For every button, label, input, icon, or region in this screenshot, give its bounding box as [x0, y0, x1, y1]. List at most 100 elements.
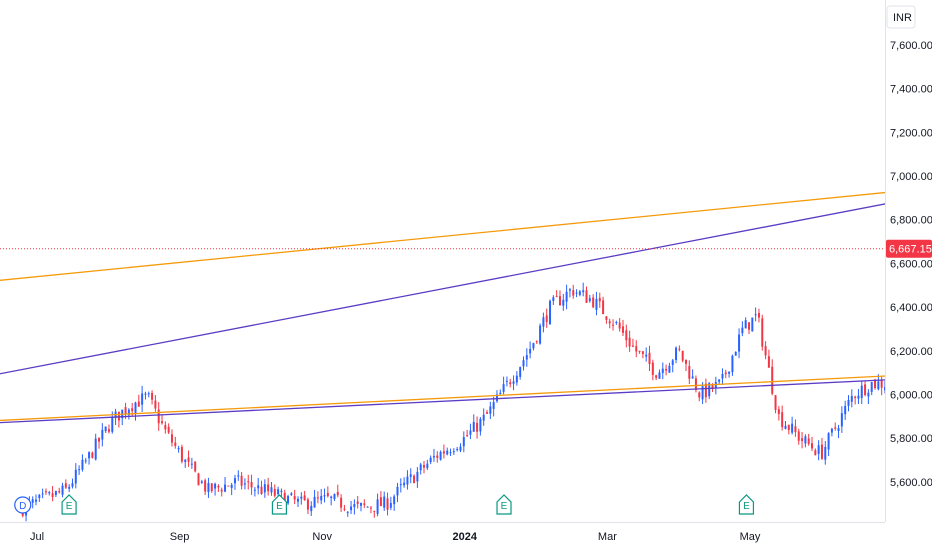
earnings-marker-icon[interactable]: E	[61, 494, 77, 515]
candle-body	[509, 382, 512, 385]
price-tick-label: 7,000.00	[890, 171, 932, 183]
event-marker-shape	[738, 494, 755, 515]
candle-body	[811, 443, 814, 449]
orange-lower-trendline[interactable]	[0, 336, 932, 422]
candle-body	[834, 427, 837, 429]
candle-body	[532, 343, 535, 349]
candle-body	[51, 493, 54, 498]
earnings-marker-icon[interactable]: E	[496, 494, 512, 515]
candle-body	[724, 372, 727, 375]
price-axis[interactable]: INR 5,600.00 5,800.00 6,000.00 6,200.00 6,40…	[885, 0, 932, 522]
candle-body	[641, 351, 644, 354]
earnings-marker-icon[interactable]: E	[738, 494, 755, 515]
candle-body	[283, 492, 286, 506]
candle-body	[854, 396, 857, 398]
candle-body	[648, 352, 651, 364]
candle-body	[562, 299, 565, 306]
time-tick-label: 2024	[453, 531, 478, 543]
candle-body	[423, 465, 426, 468]
candle-body	[340, 497, 343, 508]
purple-lower-trendline[interactable]	[0, 341, 932, 424]
candle-body	[651, 362, 654, 375]
currency-badge[interactable]	[886, 5, 916, 29]
candle-body	[857, 395, 860, 399]
candle-body	[552, 297, 555, 301]
candle-body	[376, 499, 379, 514]
candle-body	[456, 449, 459, 451]
candle-body	[801, 438, 804, 442]
candle-body	[515, 375, 518, 383]
candle-body	[837, 428, 840, 431]
candle-body	[296, 498, 299, 502]
candle-body	[635, 346, 638, 352]
candle-body	[71, 483, 74, 487]
candle-body	[628, 337, 631, 347]
event-marker-shape	[917, 497, 932, 513]
candle-body	[432, 456, 435, 458]
candle-body	[210, 483, 213, 492]
candle-body	[489, 406, 492, 414]
candle-body	[655, 375, 658, 378]
event-marker-shape	[61, 494, 77, 515]
candle-body	[744, 320, 747, 329]
candle-body	[240, 475, 243, 486]
candle-body	[615, 322, 618, 324]
candle-body	[914, 274, 916, 275]
candle-body	[190, 463, 193, 465]
event-marker-letter: E	[276, 501, 283, 512]
candle-body	[734, 351, 737, 356]
candle-body	[184, 459, 187, 462]
candle-body	[675, 347, 678, 360]
candle-body	[781, 412, 784, 428]
candle-body	[661, 368, 664, 373]
candle-body	[568, 289, 571, 291]
candle-body	[502, 384, 505, 392]
event-marker-shape	[14, 496, 32, 514]
candle-body	[874, 379, 877, 388]
dividend-marker-icon[interactable]: D	[14, 496, 32, 514]
candle-body	[253, 489, 256, 491]
orange-upper-trendline[interactable]	[0, 113, 932, 281]
candle-body	[688, 365, 691, 379]
candle-body	[867, 392, 870, 397]
candle-body	[830, 428, 833, 433]
candle-body	[157, 409, 160, 424]
candle-body	[403, 482, 406, 486]
candle-body	[545, 315, 548, 322]
event-marker-letter: D	[19, 501, 26, 512]
time-axis[interactable]: Jul Sep Nov 2024 Mar May	[0, 522, 885, 544]
last-price-tag[interactable]: 6,667.15	[886, 239, 932, 258]
candle-body	[64, 483, 67, 488]
candle-body	[204, 480, 207, 492]
candle-body	[757, 312, 760, 318]
candle-body	[257, 485, 260, 489]
candle-body	[220, 489, 223, 492]
candle-body	[738, 334, 741, 352]
candle-body	[187, 457, 190, 462]
dividend-marker-icon[interactable]: D	[917, 497, 932, 513]
candle-body	[927, 230, 929, 241]
earnings-marker-icon[interactable]: E	[271, 494, 288, 515]
candle-body	[44, 491, 47, 493]
purple-upper-trendline[interactable]	[0, 49, 932, 375]
last-price-tag-label: 6,667.15	[889, 244, 932, 256]
candle-body	[154, 400, 157, 409]
price-tick-label: 7,400.00	[890, 84, 932, 96]
candle-body	[170, 434, 173, 443]
candle-body	[897, 324, 899, 342]
candle-body	[449, 452, 452, 454]
candle-body	[84, 460, 87, 462]
candle-body	[293, 496, 296, 500]
time-tick-label: Jul	[30, 531, 44, 543]
candle-body	[214, 483, 217, 489]
candle-body	[864, 384, 867, 395]
price-tick-label: 6,400.00	[890, 302, 932, 314]
event-marker-letter: E	[66, 501, 73, 512]
candle-body	[602, 300, 605, 315]
candle-body	[708, 383, 711, 397]
price-tick-label: 7,200.00	[890, 127, 932, 139]
candle-body	[363, 503, 366, 505]
candle-body	[817, 445, 820, 454]
